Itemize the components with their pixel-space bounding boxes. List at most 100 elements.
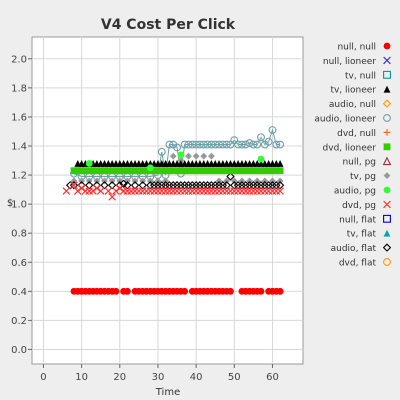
data-point: [223, 177, 231, 185]
data-point: [158, 167, 166, 175]
data-point: [242, 167, 250, 175]
legend-marker: [383, 143, 391, 151]
legend-marker: [383, 214, 391, 223]
legend-label: null, pg: [342, 158, 376, 168]
data-point: [85, 167, 93, 175]
data-point: [272, 167, 280, 175]
data-point: [146, 177, 154, 185]
data-point: [162, 177, 169, 185]
legend-marker: [383, 56, 391, 65]
legend-label: null, null: [337, 43, 376, 53]
data-point: [276, 160, 284, 167]
data-point: [269, 167, 276, 175]
legend-marker: [383, 42, 391, 50]
legend-marker: [383, 85, 391, 93]
legend-label: dvd, null: [337, 129, 376, 139]
data-point: [146, 164, 154, 172]
data-point: [101, 167, 108, 175]
data-point: [138, 181, 147, 190]
data-point: [257, 155, 265, 163]
data-point: [227, 167, 234, 175]
data-point: [169, 167, 177, 175]
data-point: [104, 167, 112, 175]
x-tick-label: 60: [266, 372, 279, 383]
data-point: [237, 140, 246, 149]
data-point: [112, 167, 120, 175]
data-point: [200, 152, 208, 160]
data-point: [181, 287, 189, 295]
data-point: [70, 167, 78, 175]
data-point: [93, 184, 101, 192]
data-point: [215, 167, 223, 175]
legend-marker: [383, 200, 391, 209]
legend-marker: [383, 70, 391, 79]
data-point: [276, 177, 284, 185]
data-point: [195, 140, 204, 149]
data-point: [200, 167, 208, 175]
data-point: [169, 152, 177, 160]
data-point: [234, 140, 243, 149]
data-point: [275, 181, 285, 190]
data-point: [124, 167, 131, 175]
legend-label: dvd, flat: [339, 259, 377, 269]
data-point: [89, 187, 97, 195]
y-tick-label: 1.8: [11, 83, 27, 94]
data-point: [207, 152, 215, 160]
data-point: [74, 167, 82, 175]
data-point: [257, 167, 265, 175]
data-point: [215, 140, 223, 149]
data-point: [238, 167, 246, 175]
x-tick-label: 30: [152, 372, 165, 383]
data-point: [177, 151, 185, 159]
x-tick-label: 40: [190, 372, 203, 383]
data-point: [226, 172, 235, 181]
x-tick-label: 50: [228, 372, 241, 383]
data-point: [143, 167, 150, 175]
data-point: [211, 167, 219, 175]
data-point: [253, 177, 261, 185]
data-point: [192, 140, 201, 149]
y-tick-label: 0.8: [11, 229, 27, 240]
data-point: [261, 177, 269, 185]
data-point: [261, 167, 269, 175]
data-point: [93, 177, 101, 185]
data-point: [157, 147, 166, 156]
x-axis-label: Time: [155, 387, 180, 398]
legend-label: tv, null: [345, 71, 376, 81]
y-tick-label: 2.0: [11, 54, 27, 65]
data-point: [112, 187, 120, 195]
data-point: [241, 140, 250, 149]
data-point: [276, 287, 284, 295]
data-point: [207, 140, 216, 149]
data-point: [204, 167, 211, 175]
data-point: [188, 140, 197, 149]
data-point: [82, 167, 89, 175]
plot-area: [31, 36, 304, 365]
legend-marker: [383, 129, 391, 136]
data-point: [185, 152, 192, 160]
data-point: [222, 140, 231, 149]
data-point: [108, 167, 116, 175]
y-tick-label: 1.4: [11, 142, 27, 153]
data-point: [177, 167, 185, 175]
data-point: [188, 167, 196, 175]
legend-marker: [383, 258, 391, 266]
legend-marker: [382, 156, 392, 166]
data-point: [269, 177, 276, 185]
data-point: [112, 287, 120, 295]
data-point: [154, 167, 162, 175]
legend: null, null null, lioneer tv, null tv, lione…: [314, 42, 392, 269]
y-tick-label: 1.6: [11, 112, 27, 123]
data-point: [219, 167, 227, 175]
data-point: [238, 177, 246, 185]
data-point: [108, 193, 116, 201]
data-point: [203, 140, 212, 149]
legend-marker: [383, 186, 391, 194]
data-point: [253, 140, 262, 149]
x-tick-label: 20: [113, 372, 126, 383]
data-point: [249, 140, 258, 149]
data-point: [264, 137, 273, 146]
data-point: [89, 167, 97, 175]
axis-ticks: 0 10 20 30 40 50 60 0.0 0.2 0.4 0.6 0.8 1.0 1.2 1.4 1.6…: [11, 54, 279, 383]
